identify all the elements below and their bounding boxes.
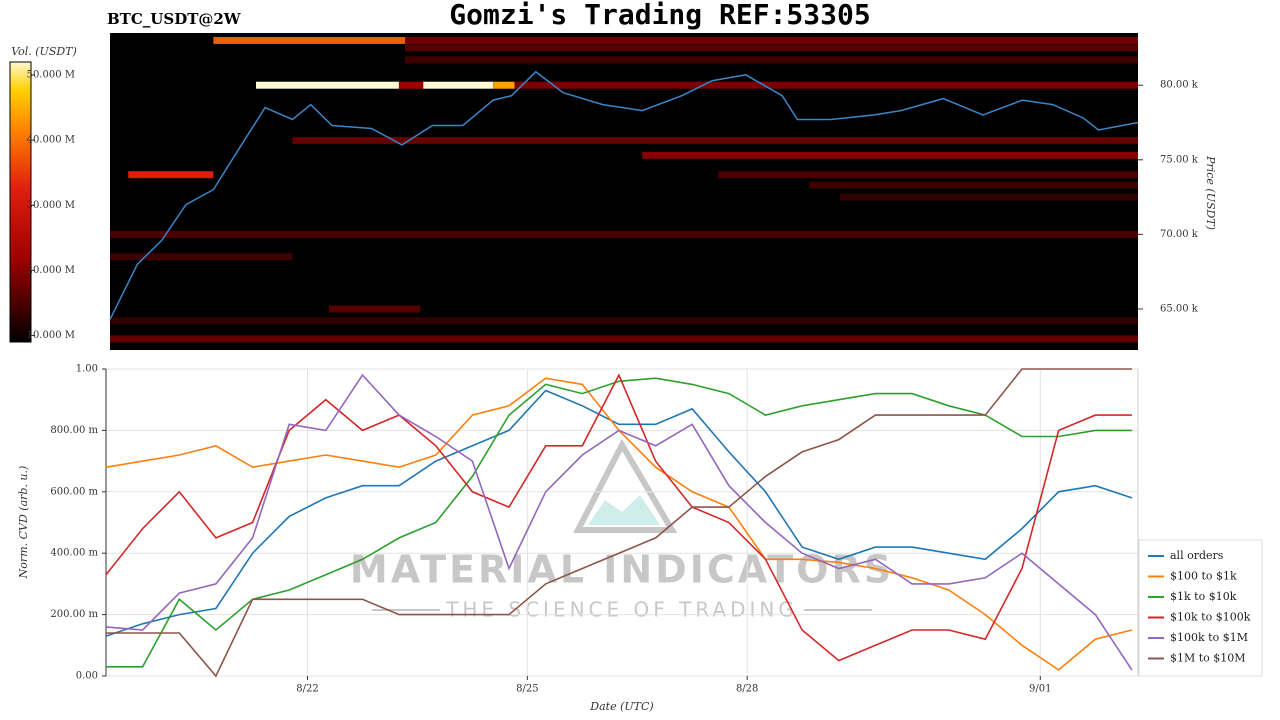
heat-cell [110, 317, 1138, 325]
colorbar-tick-label: 50.000 M [27, 70, 75, 81]
x-tick-label: 8/28 [736, 684, 758, 695]
colorbar-tick-label: 10.000 M [27, 330, 75, 341]
y-tick-label: 70.00 k [1160, 229, 1199, 240]
heat-cell [839, 193, 1138, 201]
colorbar [9, 61, 32, 343]
heat-cell [110, 253, 293, 261]
heat-cell [110, 230, 1138, 238]
x-tick-label: 8/22 [296, 684, 318, 695]
y-tick-label: 1.00 [76, 364, 98, 375]
title: Gomzi's Trading REF:53305 [449, 0, 870, 31]
legend-box [1138, 539, 1263, 677]
heat-cell [405, 44, 1138, 52]
y-tick-label: 400.00 m [50, 548, 98, 559]
price-axis-label: Price (USDT) [1204, 155, 1217, 230]
heat-cell [292, 136, 1138, 144]
heat-cell [213, 36, 406, 44]
y-tick-label: 800.00 m [50, 425, 98, 436]
y-tick-label: 80.00 k [1160, 80, 1199, 91]
watermark-title: MATERIAL INDICATORS [350, 548, 894, 592]
heat-cell [110, 335, 1138, 343]
watermark-subtitle: THE SCIENCE OF TRADING [445, 598, 798, 622]
colorbar-tick-label: 40.000 M [27, 135, 75, 146]
heat-cell [405, 36, 1138, 44]
y-tick-label: 75.00 k [1160, 154, 1199, 165]
cvd-line [106, 368, 1132, 678]
y-tick-label: 65.00 k [1160, 303, 1199, 314]
y-tick-label: 600.00 m [50, 486, 98, 497]
y-tick-label: 0.00 [76, 671, 98, 682]
cvd-plot-area [105, 368, 1139, 677]
cvd-axis-label: Norm. CVD (arb. u.) [17, 466, 30, 580]
x-axis-label: Date (UTC) [589, 700, 653, 713]
legend-label: all orders [1170, 549, 1224, 562]
price-line [109, 70, 1139, 320]
heat-cell [642, 151, 1138, 159]
cvd-line [105, 389, 1133, 637]
cvd-line [106, 377, 1132, 668]
x-tick-label: 9/01 [1029, 684, 1051, 695]
legend-label: $1k to $10k [1170, 590, 1237, 603]
heat-cell [128, 171, 214, 179]
heat-cell [405, 56, 1138, 64]
heat-cell [514, 81, 1138, 89]
heat-cell [423, 81, 494, 89]
legend-label: $100 to $1k [1170, 570, 1237, 583]
watermark: MATERIAL INDICATORS THE SCIENCE OF TRADI… [350, 438, 894, 622]
heat-cell [809, 181, 1138, 189]
heat-cell [718, 171, 1138, 179]
colorbar-label: Vol. (USDT) [11, 45, 77, 58]
legend: all orders $100 to $1k $1k to $10k $10k to … [1138, 539, 1263, 677]
legend-label: $1M to $10M [1170, 652, 1246, 665]
x-tick-label: 8/25 [516, 684, 538, 695]
cvd-line [105, 373, 1133, 671]
y-tick-label: 200.00 m [50, 609, 98, 620]
legend-label: $10k to $100k [1170, 611, 1251, 624]
heatmap-background [110, 33, 1138, 350]
heat-cell [398, 81, 424, 89]
heat-cell [255, 81, 399, 89]
symbol: BTC_USDT@2W [107, 10, 242, 28]
heat-cell [328, 305, 421, 313]
colorbar-tick-label: 30.000 M [27, 200, 75, 211]
colorbar-tick-label: 20.000 M [27, 265, 75, 276]
heat-cell [493, 81, 515, 89]
legend-label: $100k to $1M [1170, 631, 1248, 644]
